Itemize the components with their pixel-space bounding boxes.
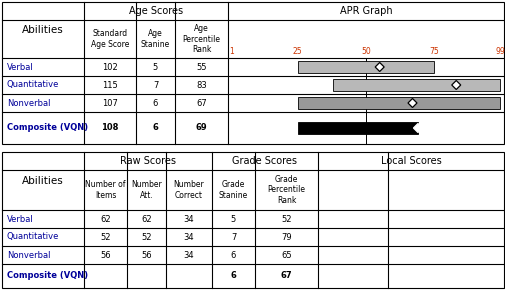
Bar xyxy=(297,122,417,134)
Text: Abilities: Abilities xyxy=(22,25,64,35)
Text: 5: 5 xyxy=(230,215,236,224)
Text: Raw Scores: Raw Scores xyxy=(120,156,176,166)
Text: Abilities: Abilities xyxy=(22,176,64,186)
Text: APR Graph: APR Graph xyxy=(339,6,391,16)
Text: Composite (VQN): Composite (VQN) xyxy=(7,271,88,280)
Text: 5: 5 xyxy=(153,63,158,72)
Text: 25: 25 xyxy=(292,48,302,57)
Text: Number
Correct: Number Correct xyxy=(173,180,204,200)
Text: 6: 6 xyxy=(230,251,236,260)
Bar xyxy=(2,2,503,144)
Text: Number of
Items: Number of Items xyxy=(85,180,126,200)
Text: 69: 69 xyxy=(195,124,207,133)
Text: 52: 52 xyxy=(100,233,111,242)
Text: Nonverbal: Nonverbal xyxy=(7,99,51,108)
Text: Standard
Age Score: Standard Age Score xyxy=(90,29,129,49)
Text: Age
Percentile
Rank: Age Percentile Rank xyxy=(182,24,220,54)
Text: 50: 50 xyxy=(361,48,370,57)
Text: Quantitative: Quantitative xyxy=(7,81,59,90)
Text: 7: 7 xyxy=(230,233,236,242)
Text: 6: 6 xyxy=(153,124,158,133)
Text: Composite (VQN): Composite (VQN) xyxy=(7,124,88,133)
Text: 34: 34 xyxy=(183,233,194,242)
Text: 79: 79 xyxy=(281,233,291,242)
Text: 52: 52 xyxy=(281,215,291,224)
Text: 67: 67 xyxy=(196,99,207,108)
Text: 7: 7 xyxy=(153,81,158,90)
Text: 102: 102 xyxy=(102,63,118,72)
Text: Age Scores: Age Scores xyxy=(129,6,183,16)
Text: 65: 65 xyxy=(281,251,291,260)
Polygon shape xyxy=(413,124,422,133)
Text: 62: 62 xyxy=(141,215,152,224)
Text: Age
Stanine: Age Stanine xyxy=(140,29,170,49)
Bar xyxy=(332,79,499,91)
Text: 115: 115 xyxy=(102,81,118,90)
Text: 75: 75 xyxy=(429,48,438,57)
Text: 6: 6 xyxy=(230,271,236,280)
Text: Verbal: Verbal xyxy=(7,63,34,72)
Polygon shape xyxy=(374,63,383,72)
Bar xyxy=(297,61,433,73)
Text: Grade
Percentile
Rank: Grade Percentile Rank xyxy=(267,175,305,205)
Text: 99: 99 xyxy=(494,48,504,57)
Text: 83: 83 xyxy=(196,81,207,90)
Text: 6: 6 xyxy=(153,99,158,108)
Bar xyxy=(297,97,499,109)
Text: Verbal: Verbal xyxy=(7,215,34,224)
Text: 107: 107 xyxy=(102,99,118,108)
Text: Nonverbal: Nonverbal xyxy=(7,251,51,260)
Text: 108: 108 xyxy=(101,124,119,133)
Text: 67: 67 xyxy=(280,271,292,280)
Text: Grade
Stanine: Grade Stanine xyxy=(219,180,247,200)
Text: 56: 56 xyxy=(100,251,111,260)
Text: 1: 1 xyxy=(229,48,234,57)
Text: 62: 62 xyxy=(100,215,111,224)
Bar xyxy=(2,152,503,288)
Text: 34: 34 xyxy=(183,251,194,260)
Polygon shape xyxy=(407,99,416,108)
Text: 56: 56 xyxy=(141,251,152,260)
Text: Number
Att.: Number Att. xyxy=(131,180,162,200)
Text: Grade Scores: Grade Scores xyxy=(232,156,297,166)
Text: 52: 52 xyxy=(141,233,152,242)
Text: 55: 55 xyxy=(196,63,207,72)
Polygon shape xyxy=(451,81,460,90)
Text: 34: 34 xyxy=(183,215,194,224)
Text: Quantitative: Quantitative xyxy=(7,233,59,242)
Text: Local Scores: Local Scores xyxy=(380,156,440,166)
